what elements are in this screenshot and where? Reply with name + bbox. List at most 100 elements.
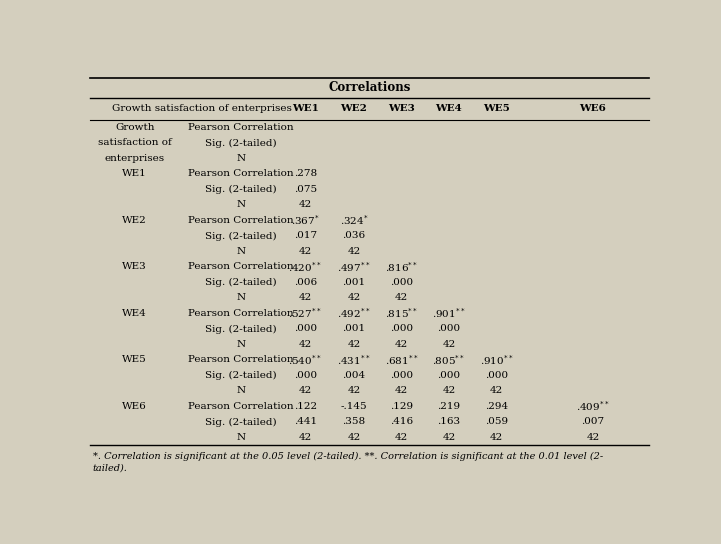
Text: .001: .001: [342, 278, 366, 287]
Text: .000: .000: [390, 278, 413, 287]
Text: .163: .163: [438, 417, 461, 426]
Text: WE1: WE1: [123, 170, 147, 178]
Text: satisfaction of: satisfaction of: [98, 139, 172, 147]
Text: .075: .075: [293, 185, 317, 194]
Text: 42: 42: [490, 433, 503, 442]
Text: 42: 42: [298, 293, 312, 302]
Text: Growth satisfaction of enterprises: Growth satisfaction of enterprises: [112, 104, 292, 113]
Text: Pearson Correlation: Pearson Correlation: [188, 355, 293, 364]
Text: N: N: [236, 293, 246, 302]
Text: .431$^{**}$: .431$^{**}$: [337, 353, 371, 367]
Text: Sig. (2-tailed): Sig. (2-tailed): [205, 185, 277, 194]
Text: .492$^{**}$: .492$^{**}$: [337, 307, 371, 320]
Text: .000: .000: [390, 371, 413, 380]
Text: Growth: Growth: [115, 123, 154, 132]
Text: .219: .219: [438, 402, 461, 411]
Text: WE5: WE5: [483, 104, 510, 113]
Text: 42: 42: [348, 247, 360, 256]
Text: .000: .000: [390, 324, 413, 333]
Text: .001: .001: [342, 324, 366, 333]
Text: -.145: -.145: [340, 402, 367, 411]
Text: WE6: WE6: [580, 104, 606, 113]
Text: .358: .358: [342, 417, 366, 426]
Text: .497$^{**}$: .497$^{**}$: [337, 260, 371, 274]
Text: Sig. (2-tailed): Sig. (2-tailed): [205, 278, 277, 287]
Text: Pearson Correlation: Pearson Correlation: [188, 123, 293, 132]
Text: .000: .000: [438, 324, 461, 333]
Text: enterprises: enterprises: [105, 154, 165, 163]
Text: .007: .007: [581, 417, 605, 426]
Text: WE3: WE3: [388, 104, 415, 113]
Text: Sig. (2-tailed): Sig. (2-tailed): [205, 138, 277, 147]
Text: 42: 42: [348, 386, 360, 395]
Text: 42: 42: [490, 386, 503, 395]
Text: *. Correlation is significant at the 0.05 level (2-tailed). **. Correlation is s: *. Correlation is significant at the 0.0…: [93, 453, 603, 461]
Text: Sig. (2-tailed): Sig. (2-tailed): [205, 371, 277, 380]
Text: Pearson Correlation: Pearson Correlation: [188, 402, 293, 411]
Text: WE5: WE5: [123, 355, 147, 364]
Text: 42: 42: [298, 201, 312, 209]
Text: 42: 42: [298, 340, 312, 349]
Text: N: N: [236, 386, 246, 395]
Text: .527$^{**}$: .527$^{**}$: [288, 307, 322, 320]
Text: N: N: [236, 340, 246, 349]
Text: .059: .059: [485, 417, 508, 426]
Text: Sig. (2-tailed): Sig. (2-tailed): [205, 231, 277, 240]
Text: .816$^{**}$: .816$^{**}$: [385, 260, 418, 274]
Text: .122: .122: [293, 402, 317, 411]
Text: 42: 42: [298, 386, 312, 395]
Text: 42: 42: [442, 340, 456, 349]
Text: .805$^{**}$: .805$^{**}$: [432, 353, 466, 367]
Text: 42: 42: [348, 433, 360, 442]
Text: 42: 42: [586, 433, 600, 442]
Text: N: N: [236, 154, 246, 163]
Text: .681$^{**}$: .681$^{**}$: [384, 353, 418, 367]
Text: 42: 42: [442, 433, 456, 442]
Text: 42: 42: [394, 293, 408, 302]
Text: WE6: WE6: [123, 402, 147, 411]
Text: Sig. (2-tailed): Sig. (2-tailed): [205, 417, 277, 426]
Text: .409$^{**}$: .409$^{**}$: [576, 399, 610, 413]
Text: 42: 42: [348, 293, 360, 302]
Text: Pearson Correlation: Pearson Correlation: [188, 216, 293, 225]
Text: .815$^{**}$: .815$^{**}$: [385, 307, 418, 320]
Text: .036: .036: [342, 232, 366, 240]
Text: .006: .006: [293, 278, 317, 287]
Text: .000: .000: [485, 371, 508, 380]
Text: Pearson Correlation: Pearson Correlation: [188, 262, 293, 271]
Text: 42: 42: [298, 247, 312, 256]
Text: .420$^{**}$: .420$^{**}$: [288, 260, 322, 274]
Text: .324$^{*}$: .324$^{*}$: [340, 214, 368, 227]
Text: .441: .441: [293, 417, 317, 426]
Text: .004: .004: [342, 371, 366, 380]
Text: .910$^{**}$: .910$^{**}$: [479, 353, 513, 367]
Text: N: N: [236, 247, 246, 256]
Text: 42: 42: [348, 340, 360, 349]
Text: N: N: [236, 433, 246, 442]
Text: 42: 42: [442, 386, 456, 395]
Text: WE2: WE2: [123, 216, 147, 225]
Text: .129: .129: [390, 402, 413, 411]
Text: Pearson Correlation: Pearson Correlation: [188, 170, 293, 178]
Text: .000: .000: [293, 324, 317, 333]
Text: 42: 42: [298, 433, 312, 442]
Text: .901$^{**}$: .901$^{**}$: [432, 307, 466, 320]
Text: 42: 42: [394, 386, 408, 395]
Text: Sig. (2-tailed): Sig. (2-tailed): [205, 324, 277, 333]
Text: .367$^{*}$: .367$^{*}$: [291, 214, 319, 227]
Text: .000: .000: [293, 371, 317, 380]
Text: .278: .278: [293, 170, 317, 178]
Text: .017: .017: [293, 232, 317, 240]
Text: WE4: WE4: [435, 104, 462, 113]
Text: .540$^{**}$: .540$^{**}$: [288, 353, 322, 367]
Text: WE3: WE3: [123, 262, 147, 271]
Text: 42: 42: [394, 433, 408, 442]
Text: WE1: WE1: [292, 104, 319, 113]
Text: WE4: WE4: [123, 309, 147, 318]
Text: .294: .294: [485, 402, 508, 411]
Text: .416: .416: [390, 417, 413, 426]
Text: .000: .000: [438, 371, 461, 380]
Text: Correlations: Correlations: [328, 82, 411, 95]
Text: N: N: [236, 201, 246, 209]
Text: tailed).: tailed).: [93, 463, 128, 473]
